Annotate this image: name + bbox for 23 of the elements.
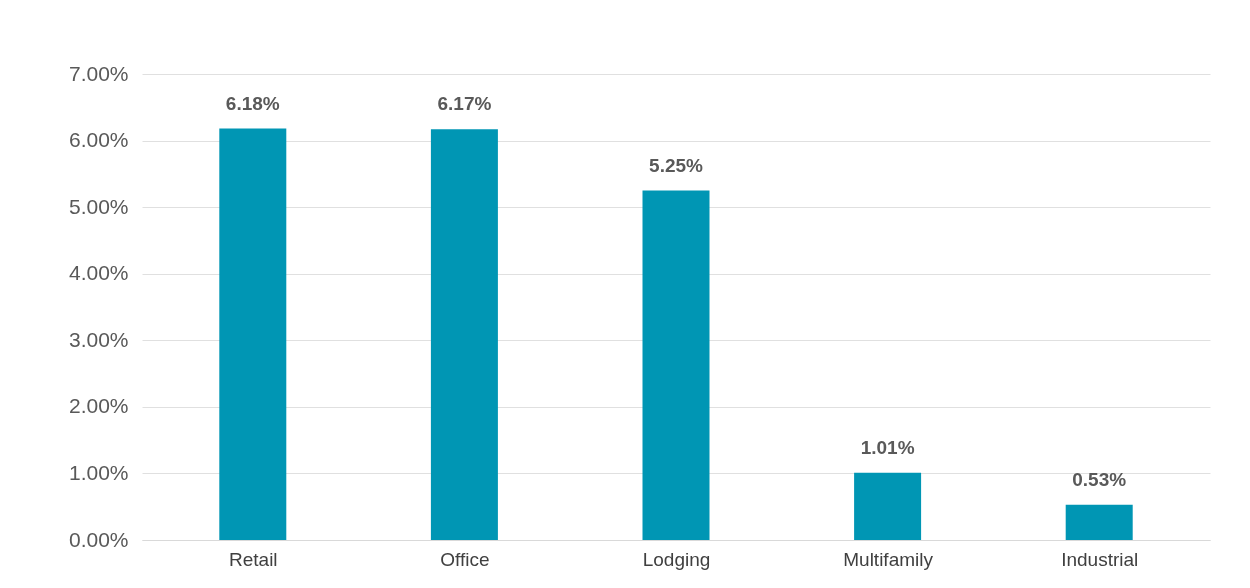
bar <box>219 128 287 540</box>
data-label: 5.25% <box>649 154 704 176</box>
bar <box>1065 504 1133 540</box>
bar <box>854 472 922 540</box>
y-tick-label: 1.00% <box>68 460 129 484</box>
data-label: 1.01% <box>860 436 915 458</box>
x-tick-label: Industrial <box>1061 548 1139 570</box>
y-tick-label: 2.00% <box>68 394 129 418</box>
y-tick-label: 3.00% <box>68 327 129 351</box>
data-label: 0.53% <box>1072 468 1127 490</box>
x-tick-label: Multifamily <box>843 548 934 570</box>
x-tick-label: Lodging <box>642 548 711 570</box>
x-tick-label: Retail <box>229 548 278 570</box>
data-label: 6.18% <box>225 92 280 114</box>
y-tick-label: 5.00% <box>68 194 129 218</box>
y-tick-label: 0.00% <box>68 527 129 551</box>
bar <box>642 190 710 540</box>
y-tick-label: 6.00% <box>68 128 129 152</box>
data-label: 6.17% <box>437 93 492 115</box>
x-tick-label: Office <box>440 548 490 570</box>
bar <box>430 129 498 540</box>
y-tick-label: 7.00% <box>68 61 129 85</box>
y-tick-label: 4.00% <box>68 261 129 285</box>
